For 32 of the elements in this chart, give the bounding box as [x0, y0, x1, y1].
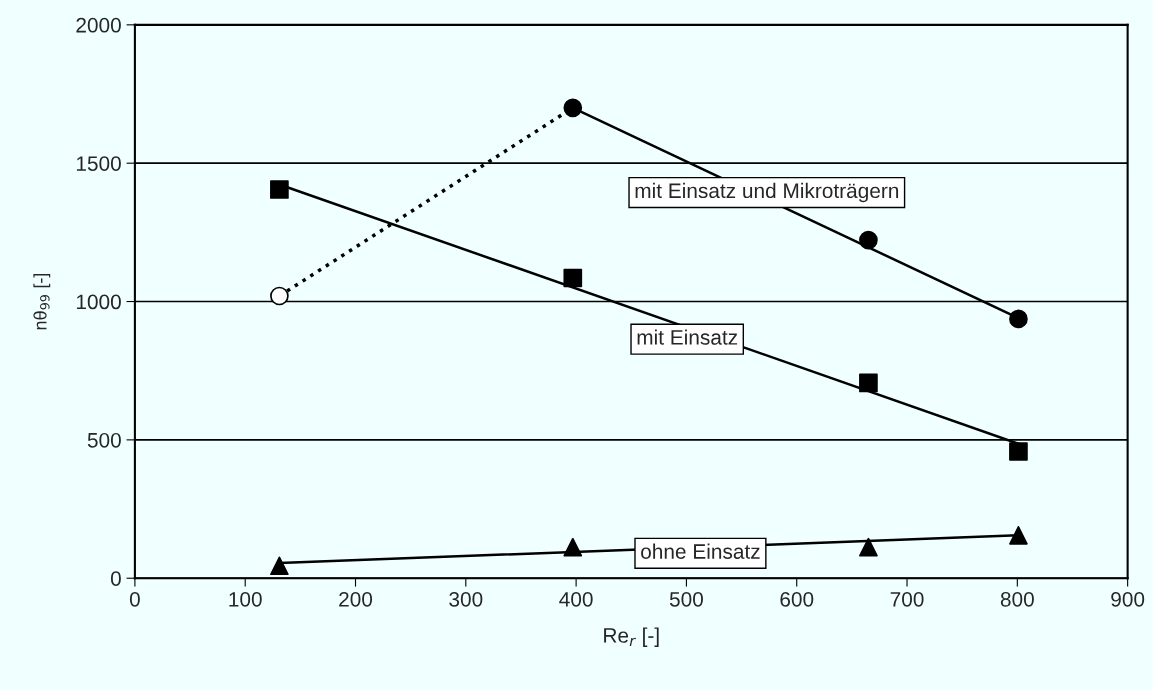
x-tick-label: 600: [780, 591, 814, 607]
point: [1009, 525, 1028, 545]
y-tick-label: 0: [110, 571, 121, 586]
point: [270, 286, 289, 306]
annotation: ohne Einsatz: [641, 543, 760, 559]
x-tick-label: 800: [1000, 591, 1034, 607]
point: [563, 268, 583, 288]
x-tick-label: 500: [669, 591, 703, 607]
x-tick-label: 0: [129, 591, 140, 607]
point: [859, 230, 878, 250]
y-tick-label: 1000: [76, 294, 121, 310]
x-tick-label: 400: [559, 591, 593, 607]
y-tick-label: 2000: [76, 17, 121, 33]
x-tick-label: 100: [229, 591, 262, 607]
y-tick-label: 500: [87, 432, 121, 448]
annotation: mit Einsatz und Mikroträgern: [635, 182, 899, 203]
y-axis-title: nθ$_{99}$ [-]: [33, 273, 51, 330]
x-axis-title: Re$_{r}$ [-]: [604, 627, 659, 647]
y-tick-label: 1500: [76, 156, 121, 171]
point: [859, 537, 878, 557]
point: [1009, 309, 1028, 329]
x-tick-label: 900: [1111, 591, 1145, 607]
point: [1009, 442, 1028, 461]
x-tick-label: 300: [449, 591, 483, 607]
x-tick-label: 200: [339, 591, 373, 607]
point: [563, 537, 583, 557]
x-tick-label: 700: [890, 591, 924, 607]
point: [270, 180, 289, 199]
point: [859, 373, 878, 393]
point: [563, 98, 583, 118]
point: [270, 556, 289, 576]
annotation: mit Einsatz: [637, 329, 738, 345]
